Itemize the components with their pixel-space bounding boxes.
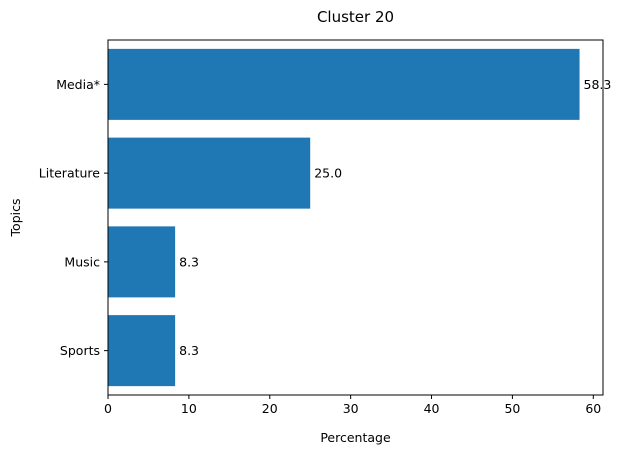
y-tick-label-music: Music [64, 254, 100, 269]
x-tick-label-20: 20 [262, 401, 278, 416]
data-label-music: 8.3 [179, 254, 199, 269]
x-tick-label-50: 50 [504, 401, 520, 416]
data-label-literature: 25.0 [314, 166, 342, 181]
x-tick-label-60: 60 [585, 401, 601, 416]
y-tick-labels: Media* Literature Music Sports [39, 77, 108, 358]
y-tick-label-media: Media* [56, 77, 100, 92]
chart-title: Cluster 20 [317, 8, 394, 26]
y-tick-label-sports: Sports [60, 343, 100, 358]
data-labels: 58.3 25.0 8.3 8.3 [179, 77, 611, 358]
x-tick-label-40: 40 [424, 401, 440, 416]
bar-music [108, 226, 176, 298]
bar-literature [108, 137, 311, 209]
bar-sports [108, 315, 176, 387]
x-tick-label-30: 30 [343, 401, 359, 416]
plot-frame [107, 39, 604, 396]
bars-group [108, 48, 580, 387]
y-tick-label-literature: Literature [39, 166, 101, 181]
x-tick-label-10: 10 [181, 401, 197, 416]
y-axis-label: Topics [8, 199, 23, 238]
data-label-media: 58.3 [584, 77, 612, 92]
x-axis-label: Percentage [320, 430, 391, 445]
bar-media [108, 48, 580, 120]
data-label-sports: 8.3 [179, 343, 199, 358]
x-tick-label-0: 0 [104, 401, 112, 416]
x-ticks: 0 10 20 30 40 50 60 [104, 395, 601, 416]
